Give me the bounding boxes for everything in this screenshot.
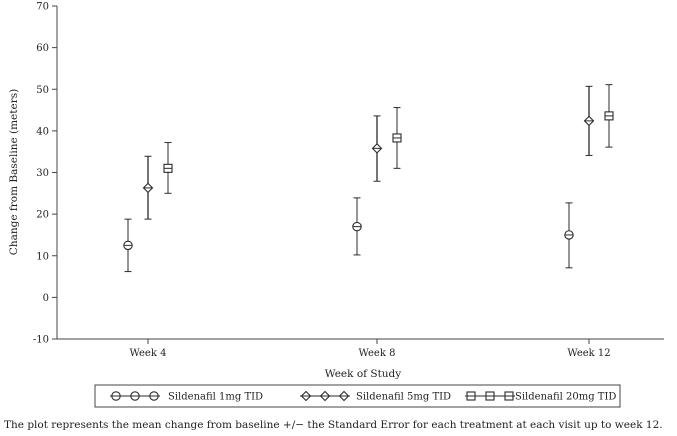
- legend-label: Sildenafil 5mg TID: [356, 392, 451, 403]
- legend-marker: [338, 390, 350, 402]
- legend-marker: [319, 390, 331, 402]
- legend-marker: [130, 391, 140, 401]
- legend-marker: [111, 391, 121, 401]
- legend-box: [94, 384, 621, 408]
- y-tick-label: 30: [36, 168, 49, 179]
- y-tick-label: -10: [33, 335, 49, 346]
- y-tick-label: 60: [36, 43, 49, 54]
- x-tick-label: Week 12: [567, 348, 610, 359]
- y-tick-label: 10: [36, 251, 49, 262]
- data-point: [352, 221, 362, 232]
- data-point: [371, 143, 383, 154]
- axes: -10 0 10 20 30 40 50 60 70 Week 4 Week 8 Week 12: [33, 2, 664, 359]
- legend-label: Sildenafil 20mg TID: [515, 392, 616, 403]
- x-tick-label: Week 4: [130, 348, 167, 359]
- legend: Sildenafil 1mg TID Sildenafil 5mg TID Sild…: [94, 384, 621, 408]
- legend-marker: [300, 390, 312, 402]
- y-axis-title: Change from Baseline (meters): [8, 89, 20, 255]
- data-point: [604, 111, 614, 121]
- x-tick-label: Week 8: [359, 348, 396, 359]
- chart-caption: The plot represents the mean change from…: [4, 419, 663, 431]
- data-point: [583, 115, 595, 127]
- y-tick-label: 20: [36, 210, 49, 221]
- y-tick-label: 50: [36, 85, 49, 96]
- y-tick-label: 40: [36, 126, 49, 137]
- legend-label: Sildenafil 1mg TID: [168, 392, 263, 403]
- data-point: [123, 240, 133, 251]
- legend-marker: [504, 391, 514, 401]
- chart-marks: [123, 84, 614, 273]
- x-axis-title: Week of Study: [325, 368, 402, 380]
- data-point: [392, 133, 402, 143]
- legend-marker: [149, 391, 159, 401]
- y-tick-label: 0: [43, 293, 49, 304]
- legend-marker: [485, 391, 495, 401]
- data-point: [564, 230, 574, 240]
- y-tick-label: 70: [36, 2, 49, 13]
- data-point: [142, 182, 154, 194]
- data-point: [163, 163, 173, 173]
- chart: -10 0 10 20 30 40 50 60 70 Week 4 Week 8 Week 12 Ch…: [8, 2, 664, 408]
- legend-marker: [466, 391, 476, 401]
